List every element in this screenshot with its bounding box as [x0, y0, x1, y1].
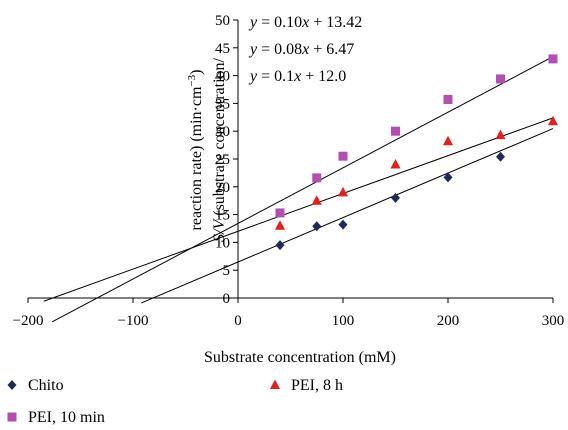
- equation-coefficient: = 0.1: [257, 68, 294, 85]
- data-point-triangle: [495, 129, 506, 140]
- y-tick-label: 35: [215, 96, 230, 112]
- data-point-square: [443, 95, 453, 105]
- y-tick-label: 10: [215, 235, 230, 251]
- data-point-square: [548, 54, 558, 64]
- y-axis-title-text: reaction rate) (min·cm: [188, 86, 205, 230]
- data-point-triangle: [311, 195, 322, 205]
- equation-variable: x: [293, 68, 301, 85]
- equation-intercept: + 13.42: [309, 14, 362, 31]
- x-tick-label: 300: [542, 313, 565, 329]
- data-point-diamond: [312, 221, 322, 232]
- equation-variable: x: [301, 14, 309, 31]
- y-tick-label: 50: [215, 13, 230, 29]
- trendline-equation: y = 0.08x + 6.47: [248, 41, 354, 58]
- equation-variable: y: [248, 41, 258, 58]
- trendline-equation: y = 0.10x + 13.42: [248, 14, 362, 31]
- x-tick-label: 100: [332, 313, 355, 329]
- trendline: [43, 117, 554, 302]
- y-tick-label: 0: [223, 291, 231, 307]
- equation-coefficient: = 0.10: [257, 14, 302, 31]
- y-axis-title-text: (substrate concentration/: [211, 57, 228, 219]
- axes: −200 −100 0 100 200 300 0 5 10 15 20 25 30 35 40 45 50: [13, 13, 565, 329]
- trendline: [141, 128, 554, 304]
- legend-marker-triangle: [270, 379, 280, 389]
- data-point-diamond: [338, 219, 348, 230]
- legend-label: PEI, 8 h: [291, 377, 343, 394]
- y-axis-title-superscript: −3: [186, 74, 198, 86]
- legend-marker-square: [7, 412, 17, 422]
- x-tick-label: 0: [234, 313, 242, 329]
- data-point-diamond: [391, 192, 400, 203]
- equation-variable: y: [248, 68, 258, 85]
- legend: Chito PEI, 8 h PEI, 10 min: [7, 377, 343, 426]
- axis-titles: Substrate concentration (mM) S/V (substra…: [186, 57, 396, 366]
- equation-intercept: + 6.47: [309, 41, 354, 58]
- data-point-triangle: [390, 159, 401, 169]
- data-point-square: [312, 173, 322, 183]
- data-point-diamond: [443, 172, 453, 183]
- y-tick-label: 15: [215, 208, 230, 224]
- trendline-equations: y = 0.10x + 13.42y = 0.08x + 6.47y = 0.1…: [248, 14, 362, 85]
- data-point-triangle: [548, 115, 558, 126]
- x-axis-title: Substrate concentration (mM): [204, 349, 396, 366]
- data-point-square: [391, 126, 400, 136]
- y-tick-label: 20: [215, 180, 230, 196]
- data-markers: [275, 54, 558, 251]
- x-tick-label: 200: [437, 313, 460, 329]
- y-tick-label: 25: [215, 152, 230, 168]
- y-axis-title-line2: reaction rate) (min·cm−3): [186, 70, 205, 231]
- y-tick-label: 45: [215, 41, 230, 57]
- y-tick-label: 5: [223, 263, 231, 279]
- data-point-triangle: [338, 186, 348, 197]
- y-tick-label: 30: [215, 124, 230, 140]
- data-point-diamond: [275, 240, 285, 251]
- trendlines: [43, 56, 554, 323]
- legend-label: Chito: [28, 377, 64, 394]
- equation-variable: x: [301, 41, 309, 58]
- x-tick-label: −200: [13, 313, 44, 329]
- data-point-diamond: [496, 151, 505, 162]
- y-axis-title-symbol: S/V: [211, 218, 228, 242]
- x-tick-label: −100: [118, 313, 149, 329]
- equation-variable: y: [248, 14, 258, 31]
- data-point-square: [496, 74, 505, 84]
- trendline-equation: y = 0.1x + 12.0: [248, 68, 346, 85]
- y-tick-label: 40: [215, 69, 230, 85]
- y-axis-title-line1: S/V (substrate concentration/: [211, 57, 228, 241]
- data-point-square: [275, 208, 285, 218]
- y-axis-title-text: ): [188, 70, 205, 75]
- legend-label: PEI, 10 min: [28, 409, 105, 426]
- equation-coefficient: = 0.08: [257, 41, 302, 58]
- data-point-square: [338, 151, 348, 161]
- legend-marker-diamond: [7, 380, 17, 390]
- equation-intercept: + 12.0: [301, 68, 346, 85]
- data-point-triangle: [275, 220, 285, 230]
- data-point-triangle: [443, 135, 453, 146]
- trendline: [51, 56, 554, 323]
